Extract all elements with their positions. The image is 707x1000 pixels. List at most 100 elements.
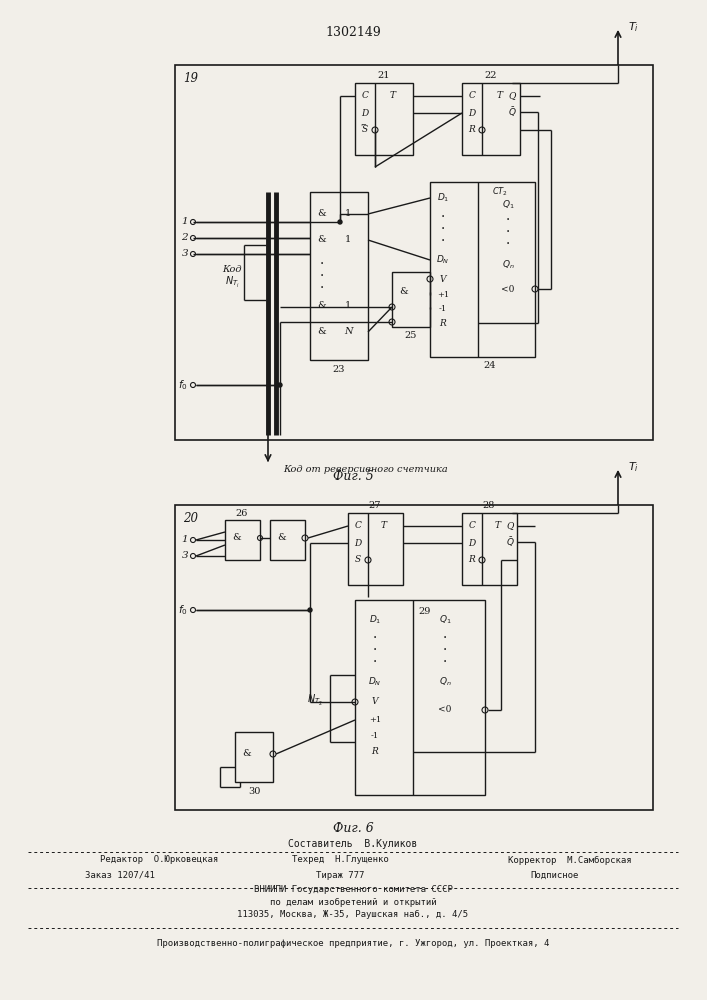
Text: 20: 20 [184, 512, 199, 526]
Text: ·: · [506, 225, 510, 239]
Text: R: R [372, 748, 378, 756]
Text: &: & [317, 302, 327, 310]
Text: $T_i$: $T_i$ [628, 20, 639, 34]
Text: 3: 3 [182, 552, 188, 560]
Text: R: R [469, 125, 475, 134]
Text: &: & [317, 328, 327, 336]
Text: -1: -1 [371, 732, 379, 740]
Text: 30: 30 [248, 786, 260, 796]
Bar [225, 520, 260, 560]
Text: ·: · [443, 655, 448, 669]
Text: &: & [317, 210, 327, 219]
Text: Фиг. 6: Фиг. 6 [332, 822, 373, 834]
Text: ·: · [373, 643, 378, 657]
Text: ·: · [320, 281, 325, 295]
Text: 113035, Москва, Ж-35, Раушская наб., д. 4/5: 113035, Москва, Ж-35, Раушская наб., д. … [238, 909, 469, 919]
Text: &: & [278, 534, 286, 542]
Text: 1: 1 [182, 536, 188, 544]
Text: $Q_n$: $Q_n$ [502, 259, 515, 271]
Text: C: C [361, 92, 368, 101]
Text: 1: 1 [345, 235, 351, 244]
Text: 27: 27 [369, 502, 381, 510]
Text: &: & [317, 235, 327, 244]
Text: R: R [440, 318, 446, 328]
Text: ·: · [443, 643, 448, 657]
Text: $N_{T_2}$: $N_{T_2}$ [307, 692, 323, 708]
Text: 3: 3 [182, 249, 188, 258]
Text: Заказ 1207/41: Заказ 1207/41 [85, 870, 155, 880]
Text: 19: 19 [184, 73, 199, 86]
Text: D: D [468, 108, 476, 117]
Text: Производственно-полиграфическое предприятие, г. Ужгород, ул. Проекткая, 4: Производственно-полиграфическое предприя… [157, 938, 549, 948]
Text: -1: -1 [439, 305, 447, 313]
Text: <0: <0 [438, 706, 452, 714]
Text: $CT_2$: $CT_2$ [492, 186, 508, 198]
Text: S: S [362, 125, 368, 134]
Text: ВНИИПИ Государственного комитета СССР: ВНИИПИ Государственного комитета СССР [254, 886, 452, 894]
Text: 28: 28 [483, 502, 495, 510]
Text: Фиг. 5: Фиг. 5 [332, 471, 373, 484]
Text: 22: 22 [485, 72, 497, 81]
Text: $\bar{Q}$: $\bar{Q}$ [506, 535, 515, 549]
Text: $D_1$: $D_1$ [437, 192, 449, 204]
Text: &: & [399, 288, 409, 296]
Text: ·: · [320, 257, 325, 271]
Bar [270, 520, 305, 560]
Bar [462, 513, 517, 585]
Text: $Q_n$: $Q_n$ [438, 676, 451, 688]
Text: +1: +1 [437, 291, 449, 299]
Bar [392, 272, 430, 327]
Text: $D_1$: $D_1$ [369, 614, 381, 626]
Text: R: R [469, 556, 475, 564]
Text: ·: · [440, 210, 445, 224]
Text: 26: 26 [236, 508, 248, 518]
Text: D: D [468, 538, 476, 548]
Text: $D_N$: $D_N$ [368, 676, 382, 688]
Text: T: T [497, 92, 503, 101]
Bar [355, 83, 413, 155]
Text: T: T [381, 522, 387, 530]
Text: ·: · [373, 655, 378, 669]
Text: S: S [355, 556, 361, 564]
Bar [235, 732, 273, 782]
Text: $D_N$: $D_N$ [436, 254, 450, 266]
Text: N: N [344, 328, 352, 336]
Text: 29: 29 [418, 607, 431, 616]
Bar [462, 83, 520, 155]
Text: +1: +1 [369, 716, 381, 724]
Text: 23: 23 [333, 364, 345, 373]
Text: D: D [354, 538, 361, 548]
Text: 21: 21 [378, 72, 390, 81]
Text: Техред  Н.Глущенко: Техред Н.Глущенко [291, 856, 388, 864]
Text: Q: Q [506, 522, 514, 530]
Text: $N_{T_i}$: $N_{T_i}$ [225, 274, 240, 290]
Text: $T_i$: $T_i$ [628, 460, 639, 474]
Bar [310, 192, 368, 360]
Bar [355, 600, 485, 795]
Text: C: C [469, 522, 475, 530]
Text: 25: 25 [405, 332, 417, 340]
Text: ·: · [506, 213, 510, 227]
Bar [175, 505, 653, 810]
Circle shape [278, 383, 282, 387]
Text: C: C [469, 92, 475, 101]
Text: Код: Код [222, 265, 242, 274]
Text: ·: · [373, 631, 378, 645]
Text: 2: 2 [182, 233, 188, 242]
Text: 1302149: 1302149 [325, 25, 381, 38]
Text: $Q_1$: $Q_1$ [439, 614, 451, 626]
Text: ·: · [506, 237, 510, 251]
Text: Подписное: Подписное [531, 870, 579, 880]
Bar [430, 182, 535, 357]
Text: ⌐: ⌐ [360, 121, 366, 129]
Circle shape [338, 220, 342, 224]
Text: Составитель  В.Куликов: Составитель В.Куликов [288, 839, 418, 849]
Text: Код от реверсивного счетчика: Код от реверсивного счетчика [283, 466, 448, 475]
Text: $Q_1$: $Q_1$ [502, 199, 514, 211]
Text: 24: 24 [484, 361, 496, 370]
Text: <0: <0 [501, 284, 515, 294]
Text: ·: · [320, 269, 325, 283]
Text: &: & [243, 750, 252, 758]
Text: V: V [440, 274, 446, 284]
Text: $f_0$: $f_0$ [178, 378, 188, 392]
